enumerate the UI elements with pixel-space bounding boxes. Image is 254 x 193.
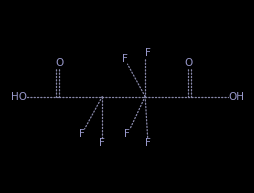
- Text: F: F: [145, 48, 150, 58]
- Text: F: F: [124, 129, 130, 139]
- Text: O: O: [55, 58, 63, 68]
- Text: F: F: [99, 138, 105, 148]
- Text: OH: OH: [228, 91, 243, 102]
- Text: O: O: [183, 58, 192, 68]
- Text: HO: HO: [11, 91, 26, 102]
- Text: F: F: [144, 138, 150, 148]
- Text: F: F: [78, 129, 84, 139]
- Text: F: F: [121, 54, 127, 64]
